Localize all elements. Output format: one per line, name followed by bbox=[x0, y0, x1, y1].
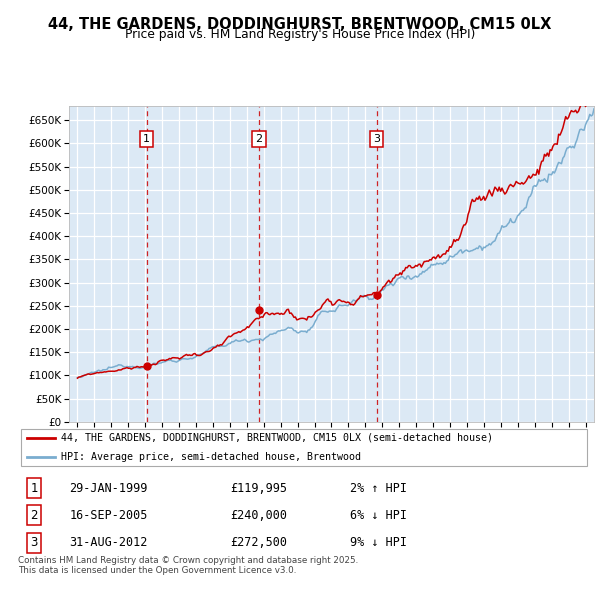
Text: 44, THE GARDENS, DODDINGHURST, BRENTWOOD, CM15 0LX: 44, THE GARDENS, DODDINGHURST, BRENTWOOD… bbox=[49, 17, 551, 31]
Text: 2% ↑ HPI: 2% ↑ HPI bbox=[350, 482, 407, 495]
Text: 1: 1 bbox=[143, 135, 150, 145]
Text: HPI: Average price, semi-detached house, Brentwood: HPI: Average price, semi-detached house,… bbox=[61, 453, 361, 462]
Text: 29-JAN-1999: 29-JAN-1999 bbox=[70, 482, 148, 495]
Text: 31-AUG-2012: 31-AUG-2012 bbox=[70, 536, 148, 549]
Text: 6% ↓ HPI: 6% ↓ HPI bbox=[350, 509, 407, 522]
Text: 2: 2 bbox=[255, 135, 262, 145]
Text: 9% ↓ HPI: 9% ↓ HPI bbox=[350, 536, 407, 549]
Text: £272,500: £272,500 bbox=[230, 536, 287, 549]
Text: 44, THE GARDENS, DODDINGHURST, BRENTWOOD, CM15 0LX (semi-detached house): 44, THE GARDENS, DODDINGHURST, BRENTWOOD… bbox=[61, 433, 493, 443]
Text: 2: 2 bbox=[30, 509, 38, 522]
Text: Contains HM Land Registry data © Crown copyright and database right 2025.
This d: Contains HM Land Registry data © Crown c… bbox=[18, 556, 358, 575]
Text: £240,000: £240,000 bbox=[230, 509, 287, 522]
FancyBboxPatch shape bbox=[21, 429, 587, 466]
Text: 16-SEP-2005: 16-SEP-2005 bbox=[70, 509, 148, 522]
Text: 1: 1 bbox=[30, 482, 38, 495]
Text: 3: 3 bbox=[373, 135, 380, 145]
Text: £119,995: £119,995 bbox=[230, 482, 287, 495]
Text: 3: 3 bbox=[31, 536, 38, 549]
Text: Price paid vs. HM Land Registry's House Price Index (HPI): Price paid vs. HM Land Registry's House … bbox=[125, 28, 475, 41]
